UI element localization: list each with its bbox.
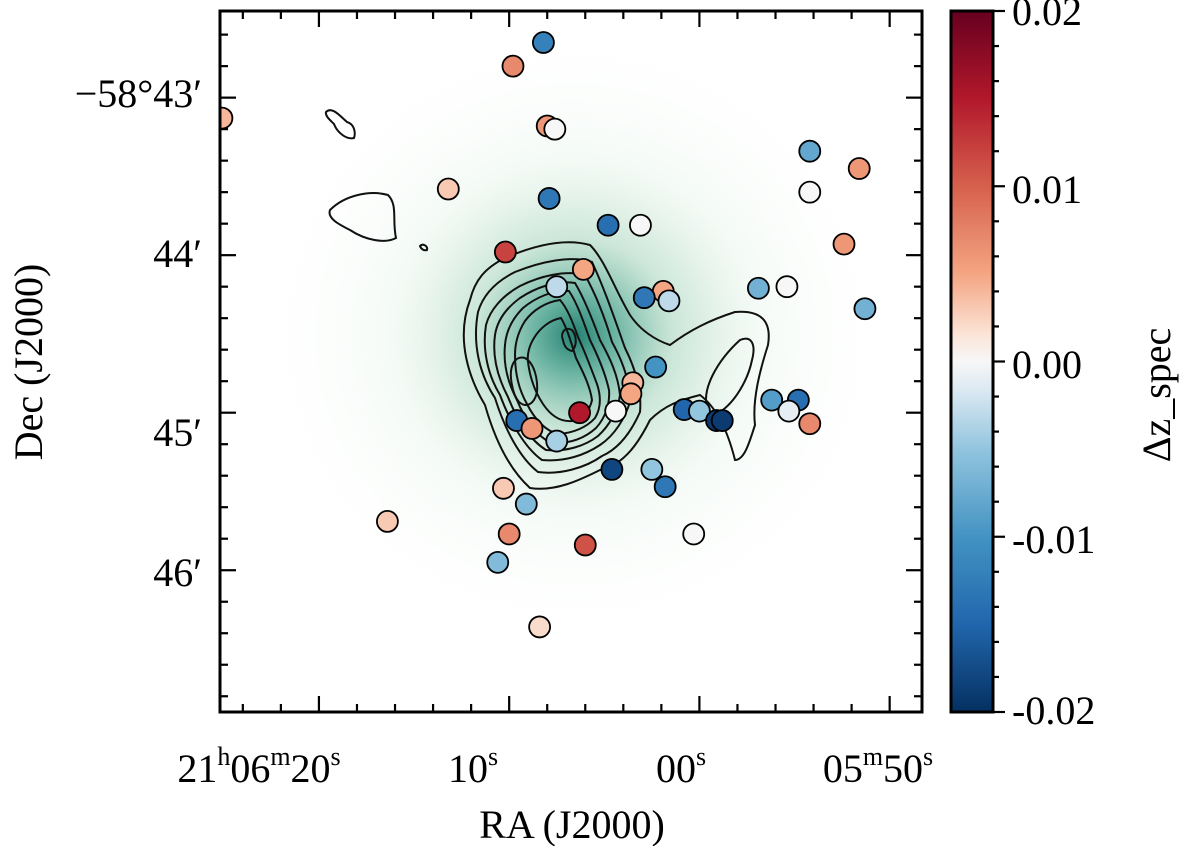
- plot-area: [218, 9, 924, 714]
- galaxy-marker-25: [568, 401, 591, 425]
- contour-core-east: [561, 327, 577, 353]
- colorbar-label-neg0.01: -0.01: [1012, 517, 1095, 562]
- y-axis-label: Dec (J2000): [6, 264, 51, 461]
- galaxy-marker-15: [545, 275, 569, 299]
- galaxy-marker-38: [600, 458, 624, 481]
- galaxy-marker-34: [798, 412, 822, 436]
- contour-level-1: [462, 241, 770, 490]
- galaxy-marker-48: [528, 615, 552, 639]
- galaxy-marker-18: [657, 289, 681, 313]
- galaxy-markers: [220, 31, 877, 639]
- y-tick-label-43: −58°43′: [75, 71, 202, 116]
- galaxy-marker-7: [596, 213, 620, 237]
- galaxy-marker-43: [376, 509, 399, 533]
- galaxy-marker-11: [847, 157, 871, 180]
- galaxy-marker-31: [760, 388, 784, 412]
- galaxy-marker-33: [777, 399, 801, 423]
- galaxy-marker-37: [545, 429, 569, 453]
- galaxy-marker-4: [543, 117, 567, 141]
- galaxy-marker-39: [640, 458, 664, 481]
- x-tick-labels: 21h06m20s 10s 00s 05m50s: [177, 742, 933, 791]
- galaxy-marker-13: [832, 232, 856, 256]
- galaxy-marker-17: [632, 286, 656, 310]
- colorbar-gradient: [951, 11, 993, 712]
- galaxy-marker-41: [492, 476, 515, 500]
- contour-level-7: [526, 316, 594, 423]
- galaxy-marker-9: [493, 240, 517, 264]
- colorbar: 0.02 0.01 0.00 -0.01 -0.02 Δz_spec: [949, 0, 1179, 733]
- galaxy-marker-42: [514, 492, 538, 516]
- galaxy-marker-21: [853, 297, 877, 321]
- contour-blob-large: [328, 192, 398, 242]
- galaxy-marker-40: [653, 475, 677, 499]
- colorbar-label: Δz_spec: [1134, 328, 1179, 463]
- x-tick-label-10: 10s: [448, 742, 498, 791]
- y-tick-labels: −58°43′ 44′ 45′ 46′: [75, 71, 202, 595]
- contour-blob-tiny: [418, 243, 429, 252]
- colorbar-frame: [949, 9, 995, 714]
- galaxy-marker-30: [710, 409, 734, 432]
- x-tick-label-00: 00s: [656, 742, 706, 791]
- galaxy-marker-22: [644, 355, 668, 379]
- galaxy-marker-19: [746, 276, 770, 300]
- galaxy-marker-0: [220, 106, 234, 130]
- colorbar-tick-labels: 0.02 0.01 0.00 -0.01 -0.02: [1012, 0, 1095, 733]
- galaxy-marker-20: [775, 275, 799, 299]
- x-axis-label: RA (J2000): [479, 802, 665, 846]
- x-tick-label-20: 21h06m20s: [177, 742, 340, 791]
- y-tick-label-44: 44′: [153, 231, 202, 276]
- contour-core-west: [509, 356, 539, 406]
- y-tick-label-46: 46′: [153, 550, 202, 595]
- galaxy-marker-10: [798, 139, 822, 163]
- galaxy-marker-26: [604, 399, 628, 423]
- galaxy-marker-2: [501, 54, 525, 78]
- galaxy-marker-47: [486, 550, 510, 574]
- galaxy-marker-24: [619, 382, 643, 406]
- colorbar-label-0.01: 0.01: [1012, 167, 1082, 212]
- galaxy-marker-5: [436, 177, 460, 201]
- contour-level-2: [475, 258, 642, 474]
- colorbar-label-neg0.02: -0.02: [1012, 688, 1095, 733]
- galaxy-marker-1: [532, 31, 555, 54]
- x-tick-label-50: 05m50s: [823, 742, 933, 791]
- galaxy-marker-36: [520, 417, 544, 440]
- galaxy-marker-6: [537, 187, 561, 210]
- y-tick-label-45: 45′: [153, 410, 202, 455]
- colorbar-ticks: [993, 9, 1005, 714]
- plot-frame: [218, 9, 924, 714]
- contour-level-6: [513, 298, 601, 436]
- colorbar-label-0.02: 0.02: [1012, 0, 1082, 34]
- radio-contours: [324, 109, 770, 490]
- contour-blob-small: [324, 109, 356, 140]
- galaxy-marker-14: [571, 257, 595, 281]
- galaxy-marker-45: [573, 533, 597, 557]
- galaxy-marker-46: [682, 522, 706, 546]
- galaxy-marker-8: [629, 213, 652, 237]
- galaxy-marker-12: [798, 180, 822, 204]
- galaxy-marker-28: [688, 399, 711, 423]
- colorbar-label-0.00: 0.00: [1012, 342, 1082, 387]
- galaxy-marker-44: [497, 522, 521, 546]
